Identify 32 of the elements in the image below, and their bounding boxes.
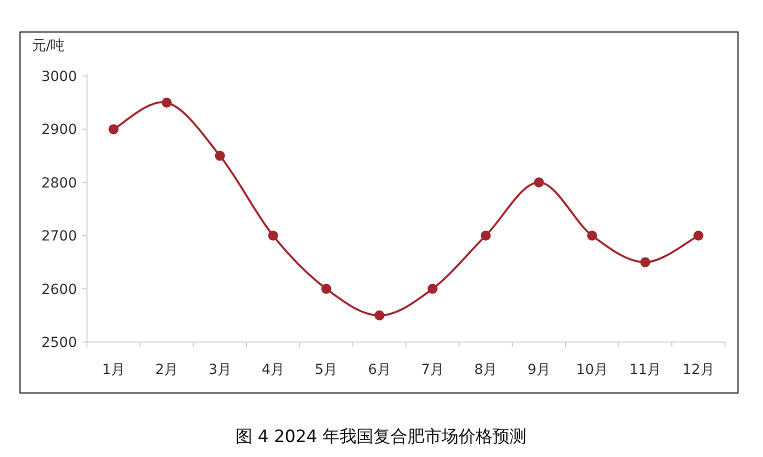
y-tick-label: 2600 [41,282,77,298]
x-tick-label: 7月 [421,362,444,378]
x-tick-label: 10月 [576,362,608,378]
y-tick-label: 3000 [41,69,77,85]
x-tick-label: 3月 [208,362,232,378]
point [693,230,704,241]
text: 图 4 2024 年我国复合肥市场价格预测 [235,427,527,447]
y-tick-label: 2900 [41,122,77,138]
point [480,230,491,241]
y-axis-title: 元/吨 [32,38,65,54]
point [108,124,119,134]
point [214,150,225,161]
point [587,230,598,241]
x-tick-label: 2月 [155,362,178,378]
point [374,310,384,320]
x-tick-label: 12月 [682,362,714,378]
y-tick-label: 2500 [41,335,77,351]
x-tick-label: 8月 [474,362,498,378]
y-tick-label: 2700 [41,228,77,245]
point [640,257,650,268]
y-tick-label: 2800 [41,175,77,192]
x-tick-label: 1月 [102,362,126,378]
point [428,284,438,294]
x-tick-label: 11月 [629,362,662,378]
x-tick-label: 5月 [314,362,338,378]
x-tick-label: 4月 [262,362,285,378]
point [268,230,278,241]
point [321,284,332,294]
x-tick-label: 6月 [368,362,391,378]
point [534,177,544,188]
x-tick-label: 9月 [527,362,550,378]
point [162,98,172,108]
